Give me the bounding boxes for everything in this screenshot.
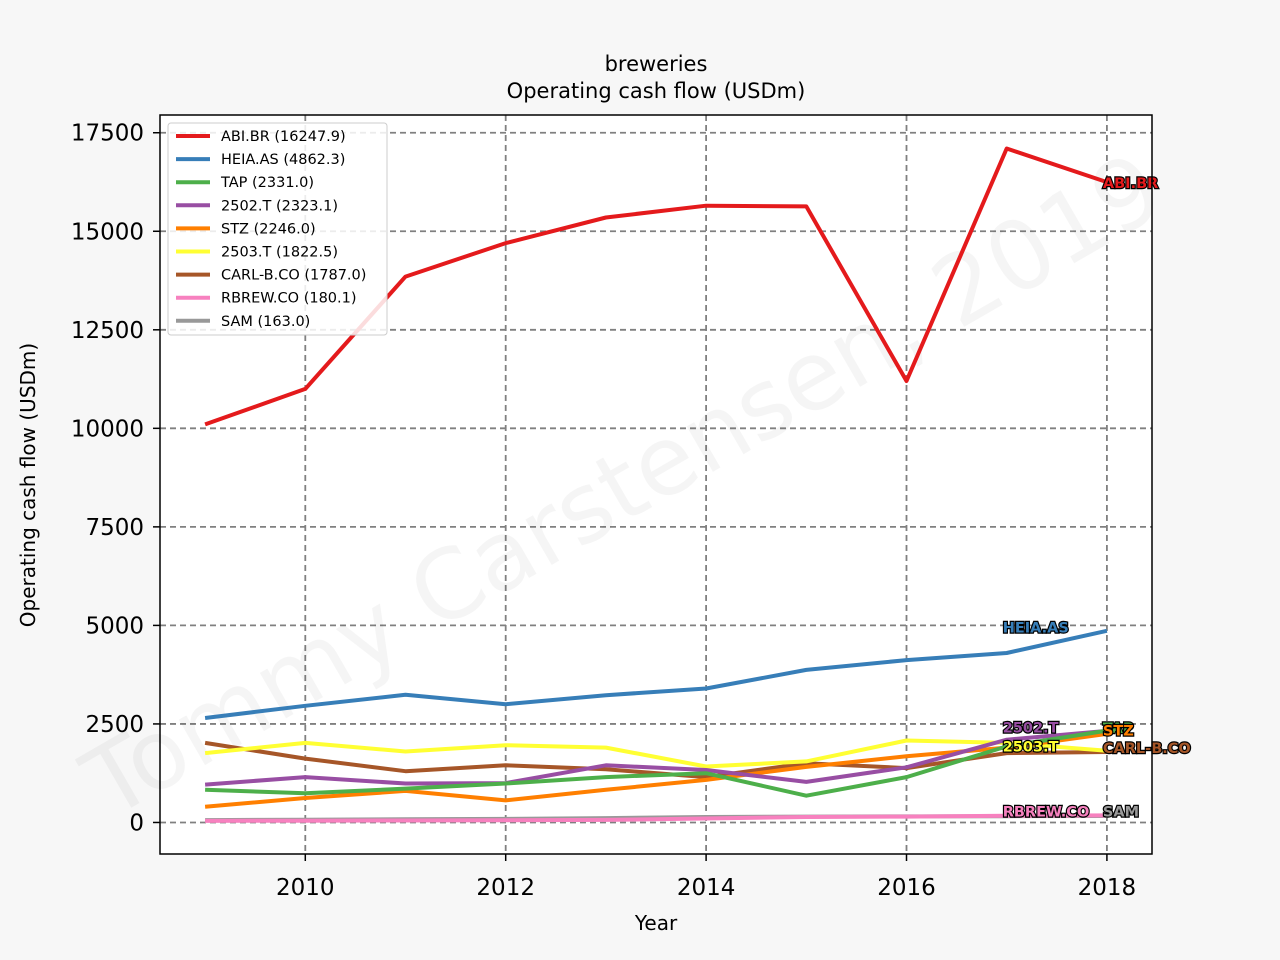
series-line-2503-t: [204, 738, 1108, 769]
end-label: ABI.BR: [1103, 176, 1158, 192]
series-line-heia-as: [204, 628, 1108, 720]
legend-item-label: RBREW.CO (180.1): [221, 291, 357, 307]
y-axis-ticks: 0 2500 5000 7500 10000 12500 15000 17500: [71, 121, 160, 836]
legend-item-label: STZ (2246.0): [221, 221, 316, 237]
series-line-tap: [205, 728, 1108, 798]
x-axis-ticks: 2010 2012 2014 2016 2018: [276, 854, 1136, 901]
series-end-labels: ABI.BR HEIA.AS TAP 2502.T STZ 2503.T CARL-B.CO…: [1002, 175, 1192, 822]
end-label: SAM: [1103, 805, 1139, 821]
chart-title: breweries: [605, 52, 708, 76]
x-tick-label: 2012: [476, 875, 535, 901]
series-line-2502-t: [204, 728, 1108, 787]
end-label: CARL-B.CO: [1103, 741, 1191, 757]
legend-item-label: HEIA.AS (4862.3): [221, 152, 345, 168]
legend-box: [167, 122, 388, 336]
x-axis-label: Year: [634, 911, 678, 935]
legend-item-label: TAP (2331.0): [220, 175, 314, 191]
y-tick-label: 2500: [85, 712, 144, 738]
series-line-rbrew-co: [205, 813, 1107, 823]
chart-subtitle: Operating cash flow (USDm): [507, 79, 806, 103]
x-tick-label: 2018: [1078, 875, 1137, 901]
y-tick-label: 5000: [85, 613, 144, 639]
y-tick-label: 17500: [71, 121, 144, 147]
end-label: TAP: [1103, 721, 1134, 737]
legend-item-label: 2502.T (2323.1): [221, 198, 338, 214]
x-tick-label: 2016: [877, 875, 936, 901]
y-tick-label: 0: [129, 810, 144, 836]
plot-frame: [159, 114, 1153, 855]
end-label: STZ: [1103, 723, 1134, 739]
y-tick-label: 10000: [71, 416, 144, 442]
legend-item-label: ABI.BR (16247.9): [221, 129, 346, 145]
legend-item-label: 2503.T (1822.5): [221, 245, 338, 261]
y-axis-label: Operating cash flow (USDm): [16, 343, 40, 627]
legend-item-label: SAM (163.0): [221, 314, 310, 330]
y-tick-label: 7500: [85, 515, 144, 541]
end-label: RBREW.CO: [1003, 805, 1090, 821]
end-label: 2502.T: [1003, 720, 1059, 736]
legend-item-label: CARL-B.CO (1787.0): [221, 268, 366, 284]
y-tick-label: 12500: [71, 318, 144, 344]
legend: ABI.BR (16247.9) HEIA.AS (4862.3) TAP (233…: [167, 122, 388, 336]
x-tick-label: 2010: [276, 875, 335, 901]
y-tick-label: 15000: [71, 219, 144, 245]
end-label: HEIA.AS: [1003, 621, 1069, 637]
x-tick-label: 2014: [677, 875, 736, 901]
end-label: 2503.T: [1003, 740, 1059, 756]
